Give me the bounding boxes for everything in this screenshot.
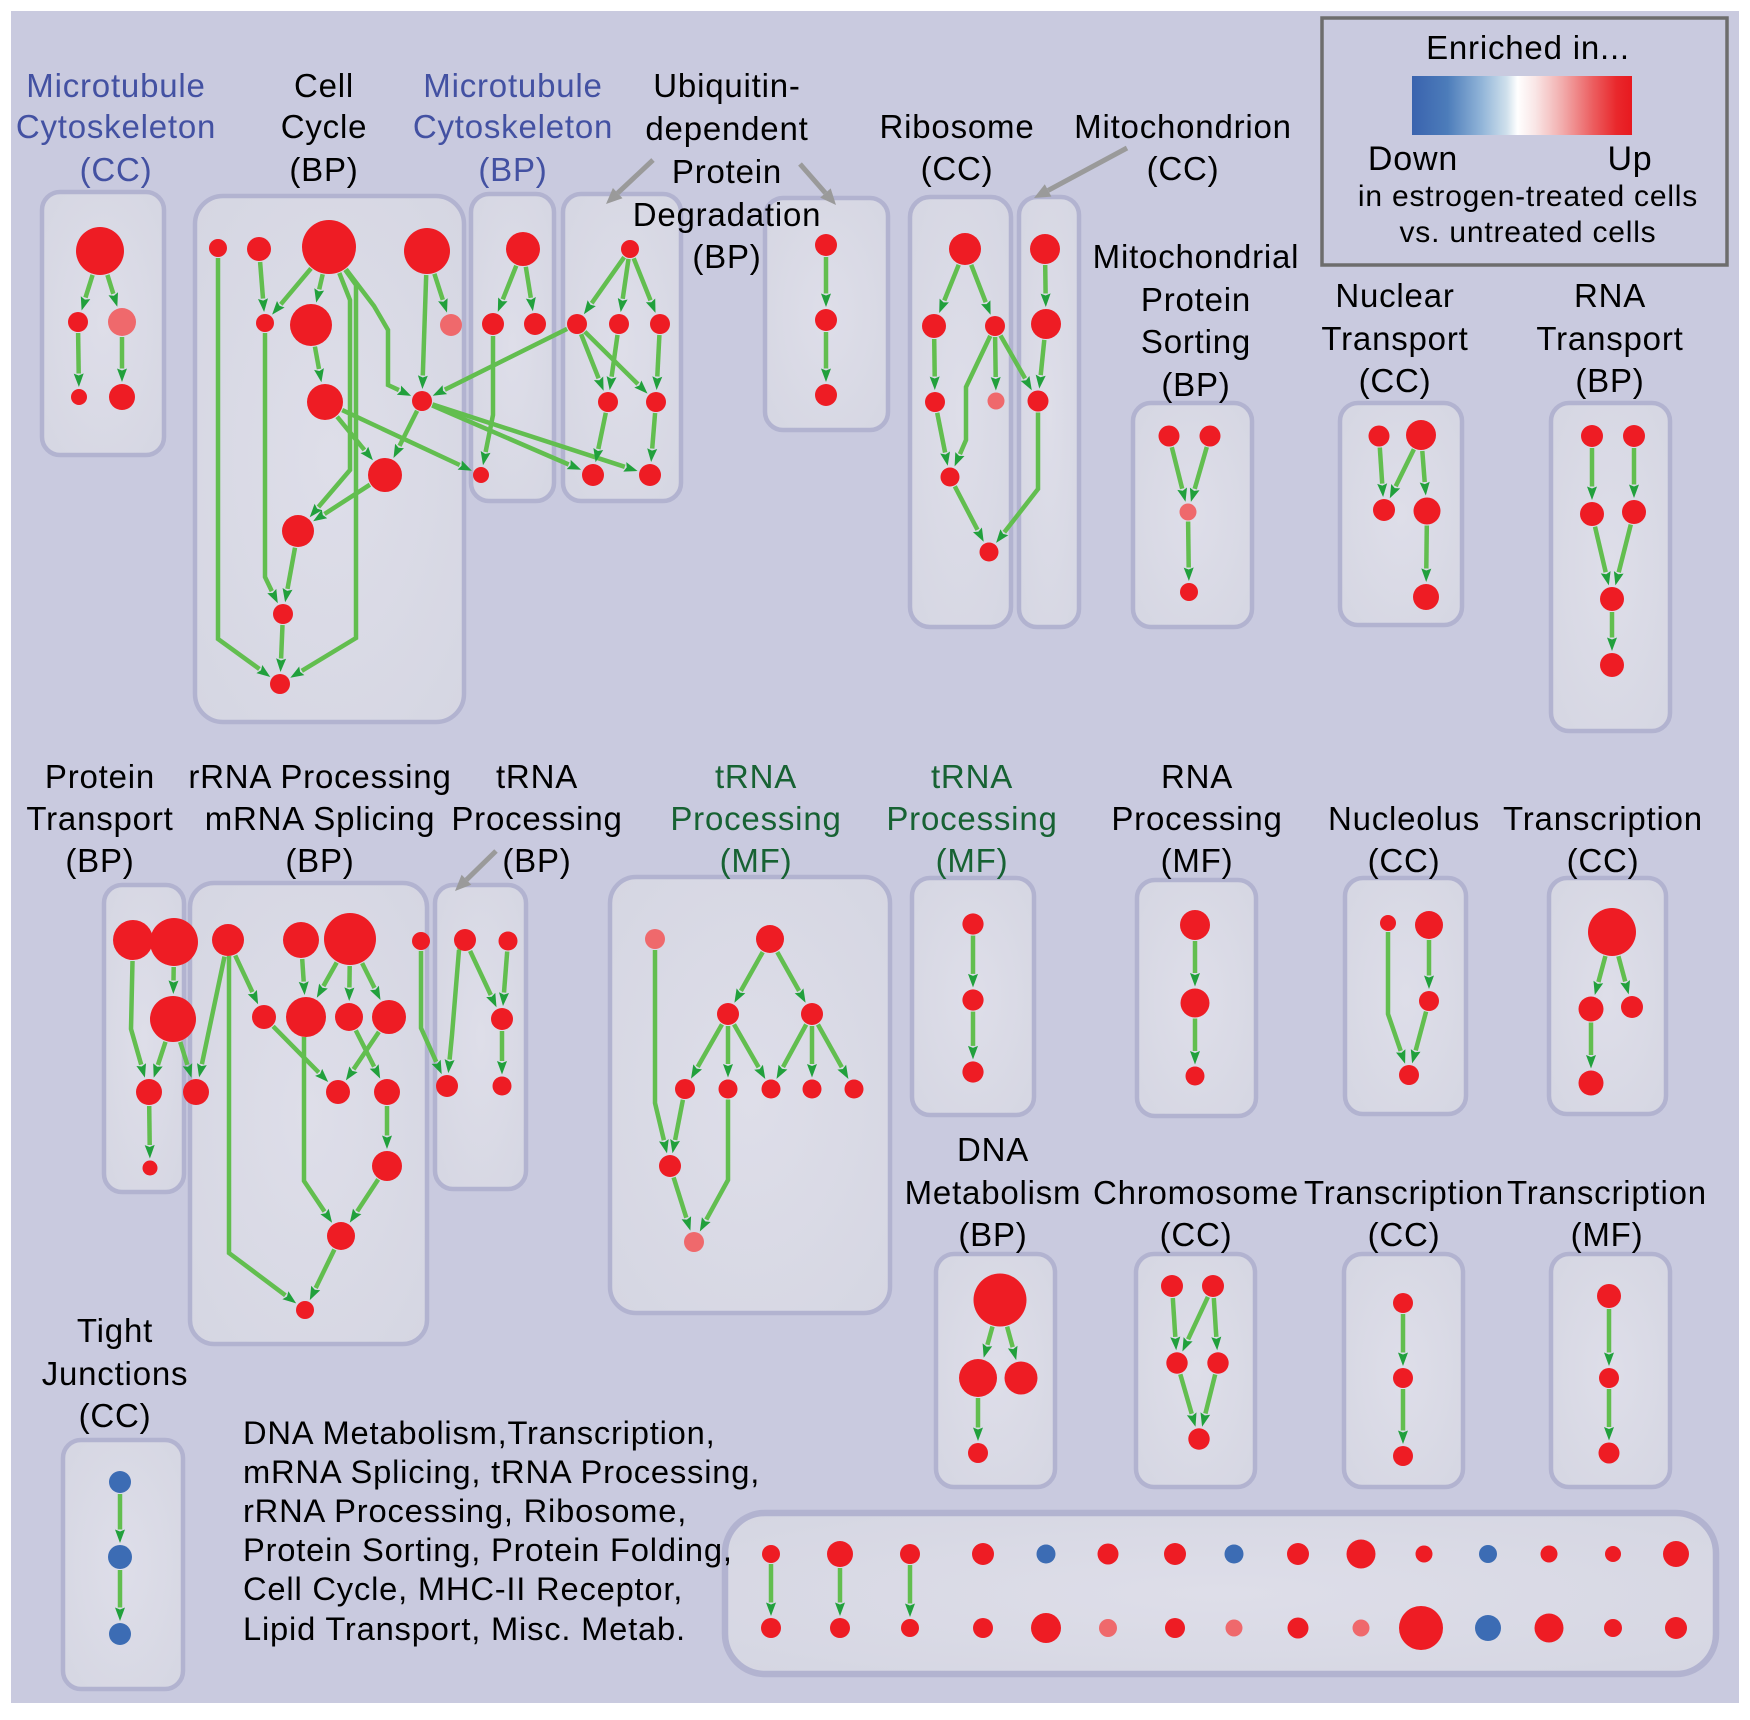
svg-text:tRNA: tRNA: [496, 758, 578, 795]
svg-text:rRNA Processing, Ribosome,: rRNA Processing, Ribosome,: [243, 1492, 687, 1529]
svg-text:Processing: Processing: [451, 800, 622, 837]
svg-text:Junctions: Junctions: [42, 1355, 189, 1392]
svg-text:Microtubule: Microtubule: [26, 67, 205, 104]
svg-text:Nuclear: Nuclear: [1335, 277, 1454, 314]
svg-text:Ubiquitin-: Ubiquitin-: [653, 67, 800, 104]
svg-text:Transcription: Transcription: [1503, 800, 1703, 837]
svg-text:rRNA Processing: rRNA Processing: [188, 758, 451, 795]
svg-text:Cycle: Cycle: [281, 108, 368, 145]
svg-text:(BP): (BP): [692, 238, 761, 275]
svg-text:in estrogen-treated cells: in estrogen-treated cells: [1358, 180, 1698, 213]
svg-text:(BP): (BP): [502, 842, 571, 879]
svg-text:Cell Cycle, MHC-II Receptor,: Cell Cycle, MHC-II Receptor,: [243, 1570, 683, 1607]
svg-text:mRNA Splicing: mRNA Splicing: [205, 800, 435, 837]
svg-text:(CC): (CC): [1368, 842, 1441, 879]
svg-text:Mitochondrion: Mitochondrion: [1074, 108, 1292, 145]
svg-text:(BP): (BP): [958, 1216, 1027, 1253]
svg-text:vs. untreated cells: vs. untreated cells: [1400, 216, 1657, 249]
svg-text:(CC): (CC): [921, 150, 994, 187]
svg-text:RNA: RNA: [1574, 277, 1646, 314]
svg-text:tRNA: tRNA: [715, 758, 797, 795]
svg-text:(MF): (MF): [1161, 842, 1234, 879]
svg-text:RNA: RNA: [1161, 758, 1233, 795]
svg-text:Processing: Processing: [886, 800, 1057, 837]
svg-text:(MF): (MF): [936, 842, 1009, 879]
svg-text:Degradation: Degradation: [633, 196, 822, 233]
svg-text:DNA: DNA: [957, 1131, 1029, 1168]
svg-text:Protein: Protein: [672, 153, 782, 190]
svg-text:(BP): (BP): [478, 151, 547, 188]
svg-text:Protein Sorting, Protein Foldi: Protein Sorting, Protein Folding,: [243, 1531, 733, 1568]
svg-text:(MF): (MF): [720, 842, 793, 879]
svg-text:Processing: Processing: [670, 800, 841, 837]
svg-text:Protein: Protein: [45, 758, 155, 795]
svg-text:Transcription: Transcription: [1304, 1174, 1504, 1211]
svg-text:(CC): (CC): [1359, 362, 1432, 399]
svg-text:Transport: Transport: [26, 800, 173, 837]
svg-text:mRNA Splicing, tRNA Processing: mRNA Splicing, tRNA Processing,: [243, 1453, 760, 1490]
svg-text:Chromosome: Chromosome: [1093, 1174, 1299, 1211]
svg-text:Mitochondrial: Mitochondrial: [1093, 238, 1300, 275]
svg-text:(CC): (CC): [80, 151, 153, 188]
svg-text:(BP): (BP): [1161, 366, 1230, 403]
svg-text:Transcription: Transcription: [1507, 1174, 1707, 1211]
svg-text:Tight: Tight: [77, 1312, 153, 1349]
svg-text:Ribosome: Ribosome: [880, 108, 1035, 145]
svg-text:Protein: Protein: [1141, 281, 1251, 318]
svg-text:(CC): (CC): [1147, 150, 1220, 187]
svg-text:(CC): (CC): [1368, 1216, 1441, 1253]
svg-text:Transport: Transport: [1536, 320, 1683, 357]
svg-text:Cytoskeleton: Cytoskeleton: [413, 108, 613, 145]
svg-text:(BP): (BP): [1575, 362, 1644, 399]
svg-text:Sorting: Sorting: [1141, 323, 1251, 360]
svg-text:(MF): (MF): [1571, 1216, 1644, 1253]
svg-text:(CC): (CC): [79, 1397, 152, 1434]
svg-text:Cytoskeleton: Cytoskeleton: [16, 108, 216, 145]
svg-text:(CC): (CC): [1567, 842, 1640, 879]
svg-text:(BP): (BP): [285, 842, 354, 879]
svg-text:Transport: Transport: [1321, 320, 1468, 357]
svg-text:Enriched in...: Enriched in...: [1426, 29, 1630, 66]
svg-text:(BP): (BP): [65, 842, 134, 879]
svg-text:(CC): (CC): [1160, 1216, 1233, 1253]
svg-text:Lipid Transport, Misc. Metab.: Lipid Transport, Misc. Metab.: [243, 1610, 686, 1647]
svg-text:DNA Metabolism,Transcription,: DNA Metabolism,Transcription,: [243, 1414, 716, 1451]
svg-text:Cell: Cell: [294, 67, 354, 104]
svg-text:(BP): (BP): [289, 151, 358, 188]
svg-text:Up: Up: [1607, 140, 1652, 178]
svg-text:Metabolism: Metabolism: [905, 1174, 1082, 1211]
svg-text:tRNA: tRNA: [931, 758, 1013, 795]
svg-text:Processing: Processing: [1111, 800, 1282, 837]
svg-text:Microtubule: Microtubule: [423, 67, 602, 104]
svg-text:Down: Down: [1368, 140, 1458, 178]
svg-text:dependent: dependent: [645, 110, 808, 147]
svg-text:Nucleolus: Nucleolus: [1328, 800, 1480, 837]
